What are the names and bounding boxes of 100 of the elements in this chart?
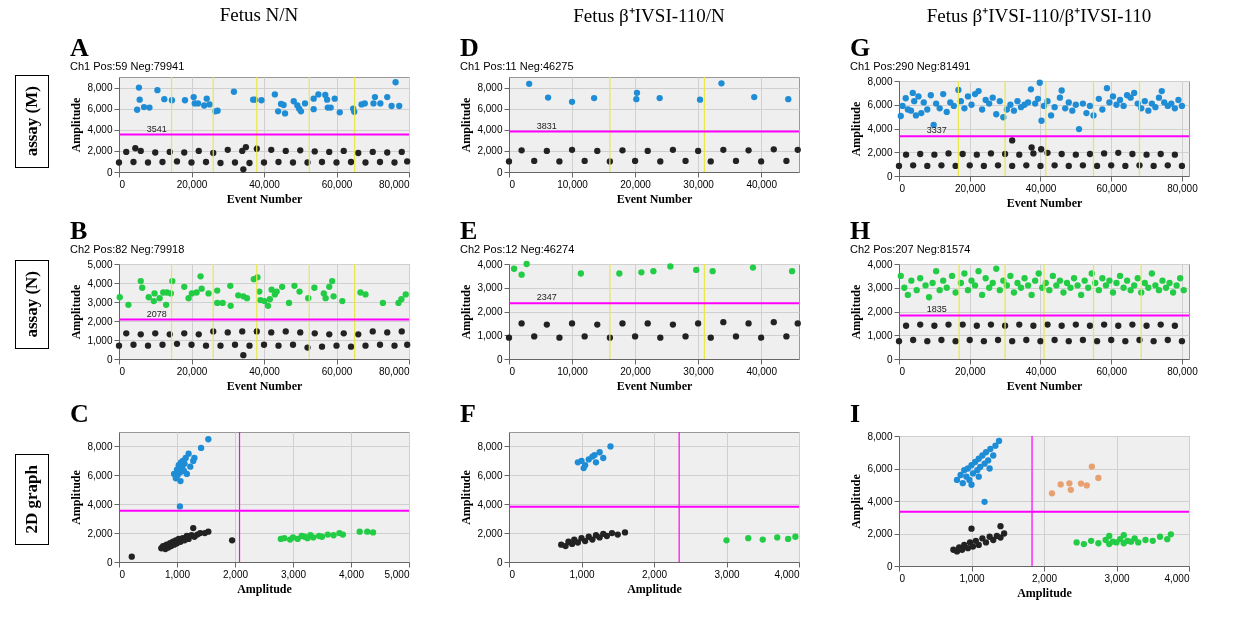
x-tick-label: 1,000 xyxy=(959,572,985,584)
x-tick-label: 5,000 xyxy=(384,568,410,580)
x-tick-label: 4,000 xyxy=(338,568,365,580)
chart-title: G xyxy=(849,33,871,62)
y-tick-label: 0 xyxy=(496,556,503,568)
ref-line-label: 3541 xyxy=(146,123,167,134)
x-tick-label: 0 xyxy=(119,568,126,580)
y-tick-label: 4,000 xyxy=(87,498,113,510)
y-tick-label: 4,000 xyxy=(867,258,893,270)
x-tick-label: 4,000 xyxy=(1164,572,1190,584)
y-tick-label: 6,000 xyxy=(867,99,893,111)
x-tick-label: 10,000 xyxy=(557,365,589,377)
y-tick-label: 1,000 xyxy=(87,334,113,346)
y-tick-label: 8,000 xyxy=(87,82,113,94)
y-tick-label: 0 xyxy=(496,353,503,365)
text: Fetus β⁺IVSI-110/N xyxy=(572,4,726,28)
y-tick-label: 6,000 xyxy=(87,469,113,481)
chart-subtitle: Ch1 Pos:11 Neg:46275 xyxy=(459,60,574,73)
x-tick-label: 1,000 xyxy=(569,568,595,580)
chart-subtitle: Ch1 Pos:290 Neg:81491 xyxy=(849,60,971,72)
x-tick-label: 2,000 xyxy=(1031,572,1058,584)
chart-subtitle: Ch1 Pos:59 Neg:79941 xyxy=(69,60,185,73)
y-tick-label: 2,000 xyxy=(477,306,503,317)
x-tick-label: 80,000 xyxy=(1167,365,1199,377)
ref-line-label: 1835 xyxy=(926,304,947,315)
y-tick-label: 3,000 xyxy=(87,296,113,308)
x-tick-label: 60,000 xyxy=(321,365,353,377)
x-tick-label: 0 xyxy=(509,178,516,190)
x-tick-label: 2,000 xyxy=(641,568,668,580)
x-tick-label: 1,000 xyxy=(164,568,191,580)
x-tick-label: 40,000 xyxy=(249,178,281,190)
x-tick-label: 40,000 xyxy=(746,365,778,377)
y-tick-label: 3,000 xyxy=(867,282,893,294)
y-tick-label: 8,000 xyxy=(867,75,893,87)
y-tick-label: 1,000 xyxy=(867,329,893,341)
y-tick-label: 2,000 xyxy=(477,145,503,157)
x-tick-label: 20,000 xyxy=(176,365,208,377)
label-frame: assay (M) xyxy=(15,75,49,168)
x-axis-title: Event Number xyxy=(1006,378,1083,393)
y-tick-label: 4,000 xyxy=(477,498,503,510)
chart-title: E xyxy=(459,216,478,245)
x-tick-label: 3,000 xyxy=(714,568,740,580)
y-axis-title: Amplitude xyxy=(459,469,474,525)
y-axis-title: Amplitude xyxy=(849,473,864,529)
chart-subtitle: Ch2 Pos:207 Neg:81574 xyxy=(849,243,971,255)
y-tick-label: 4,000 xyxy=(867,123,893,134)
y-tick-label: 2,000 xyxy=(867,528,893,539)
x-axis-title: Event Number xyxy=(616,378,693,393)
x-tick-label: 20,000 xyxy=(954,365,986,377)
chart-title: A xyxy=(69,33,89,63)
x-tick-label: 40,000 xyxy=(1025,365,1057,377)
chart-subtitle: Ch2 Pos:12 Neg:46274 xyxy=(459,243,575,255)
y-tick-label: 6,000 xyxy=(87,103,113,115)
x-tick-label: 0 xyxy=(899,365,906,377)
x-tick-label: 2,000 xyxy=(222,568,249,580)
x-axis-title: Amplitude xyxy=(1017,585,1073,600)
x-tick-label: 60,000 xyxy=(1096,182,1128,194)
x-axis-title: Amplitude xyxy=(627,581,683,596)
x-tick-label: 0 xyxy=(899,572,906,584)
x-axis-title: Event Number xyxy=(226,378,303,393)
chart-title: B xyxy=(69,216,88,245)
y-tick-label: 2,000 xyxy=(867,306,893,317)
x-tick-label: 4,000 xyxy=(774,568,800,580)
x-tick-label: 0 xyxy=(899,182,906,194)
ref-line-label: 2078 xyxy=(146,308,167,319)
y-tick-label: 8,000 xyxy=(867,430,893,442)
y-tick-label: 1,000 xyxy=(477,329,503,341)
y-tick-label: 0 xyxy=(886,353,893,365)
y-tick-label: 4,000 xyxy=(87,277,113,289)
chart-subtitle: Ch2 Pos:82 Neg:79918 xyxy=(69,243,185,255)
chart-title: D xyxy=(459,33,479,63)
chart-title: I xyxy=(849,399,861,428)
y-tick-label: 2,000 xyxy=(477,527,503,539)
x-tick-label: 3,000 xyxy=(280,568,307,580)
y-tick-label: 4,000 xyxy=(87,124,113,136)
y-tick-label: 0 xyxy=(106,556,113,568)
chart-title: H xyxy=(849,216,871,245)
ref-line-label: 3831 xyxy=(536,120,557,131)
x-tick-label: 40,000 xyxy=(1025,182,1057,194)
y-tick-label: 4,000 xyxy=(477,258,503,270)
chart-title: F xyxy=(459,399,476,429)
y-tick-label: 0 xyxy=(886,170,893,182)
x-tick-label: 80,000 xyxy=(1167,182,1199,194)
x-tick-label: 0 xyxy=(119,365,126,377)
x-tick-label: 0 xyxy=(119,178,126,190)
y-tick-label: 2,000 xyxy=(87,527,113,539)
y-tick-label: 8,000 xyxy=(87,440,113,452)
x-tick-label: 3,000 xyxy=(1104,572,1130,584)
y-tick-label: 6,000 xyxy=(867,463,893,474)
label-frame: 2D graph xyxy=(15,454,49,545)
x-tick-label: 20,000 xyxy=(954,182,986,194)
y-tick-label: 2,000 xyxy=(87,315,113,327)
x-tick-label: 60,000 xyxy=(321,178,353,190)
y-tick-label: 2,000 xyxy=(867,146,893,158)
x-tick-label: 0 xyxy=(509,568,516,580)
x-tick-label: 0 xyxy=(509,365,516,377)
y-tick-label: 8,000 xyxy=(477,82,503,94)
y-axis-title: Amplitude xyxy=(459,97,474,153)
y-tick-label: 6,000 xyxy=(477,103,503,115)
y-tick-label: 0 xyxy=(106,353,113,365)
